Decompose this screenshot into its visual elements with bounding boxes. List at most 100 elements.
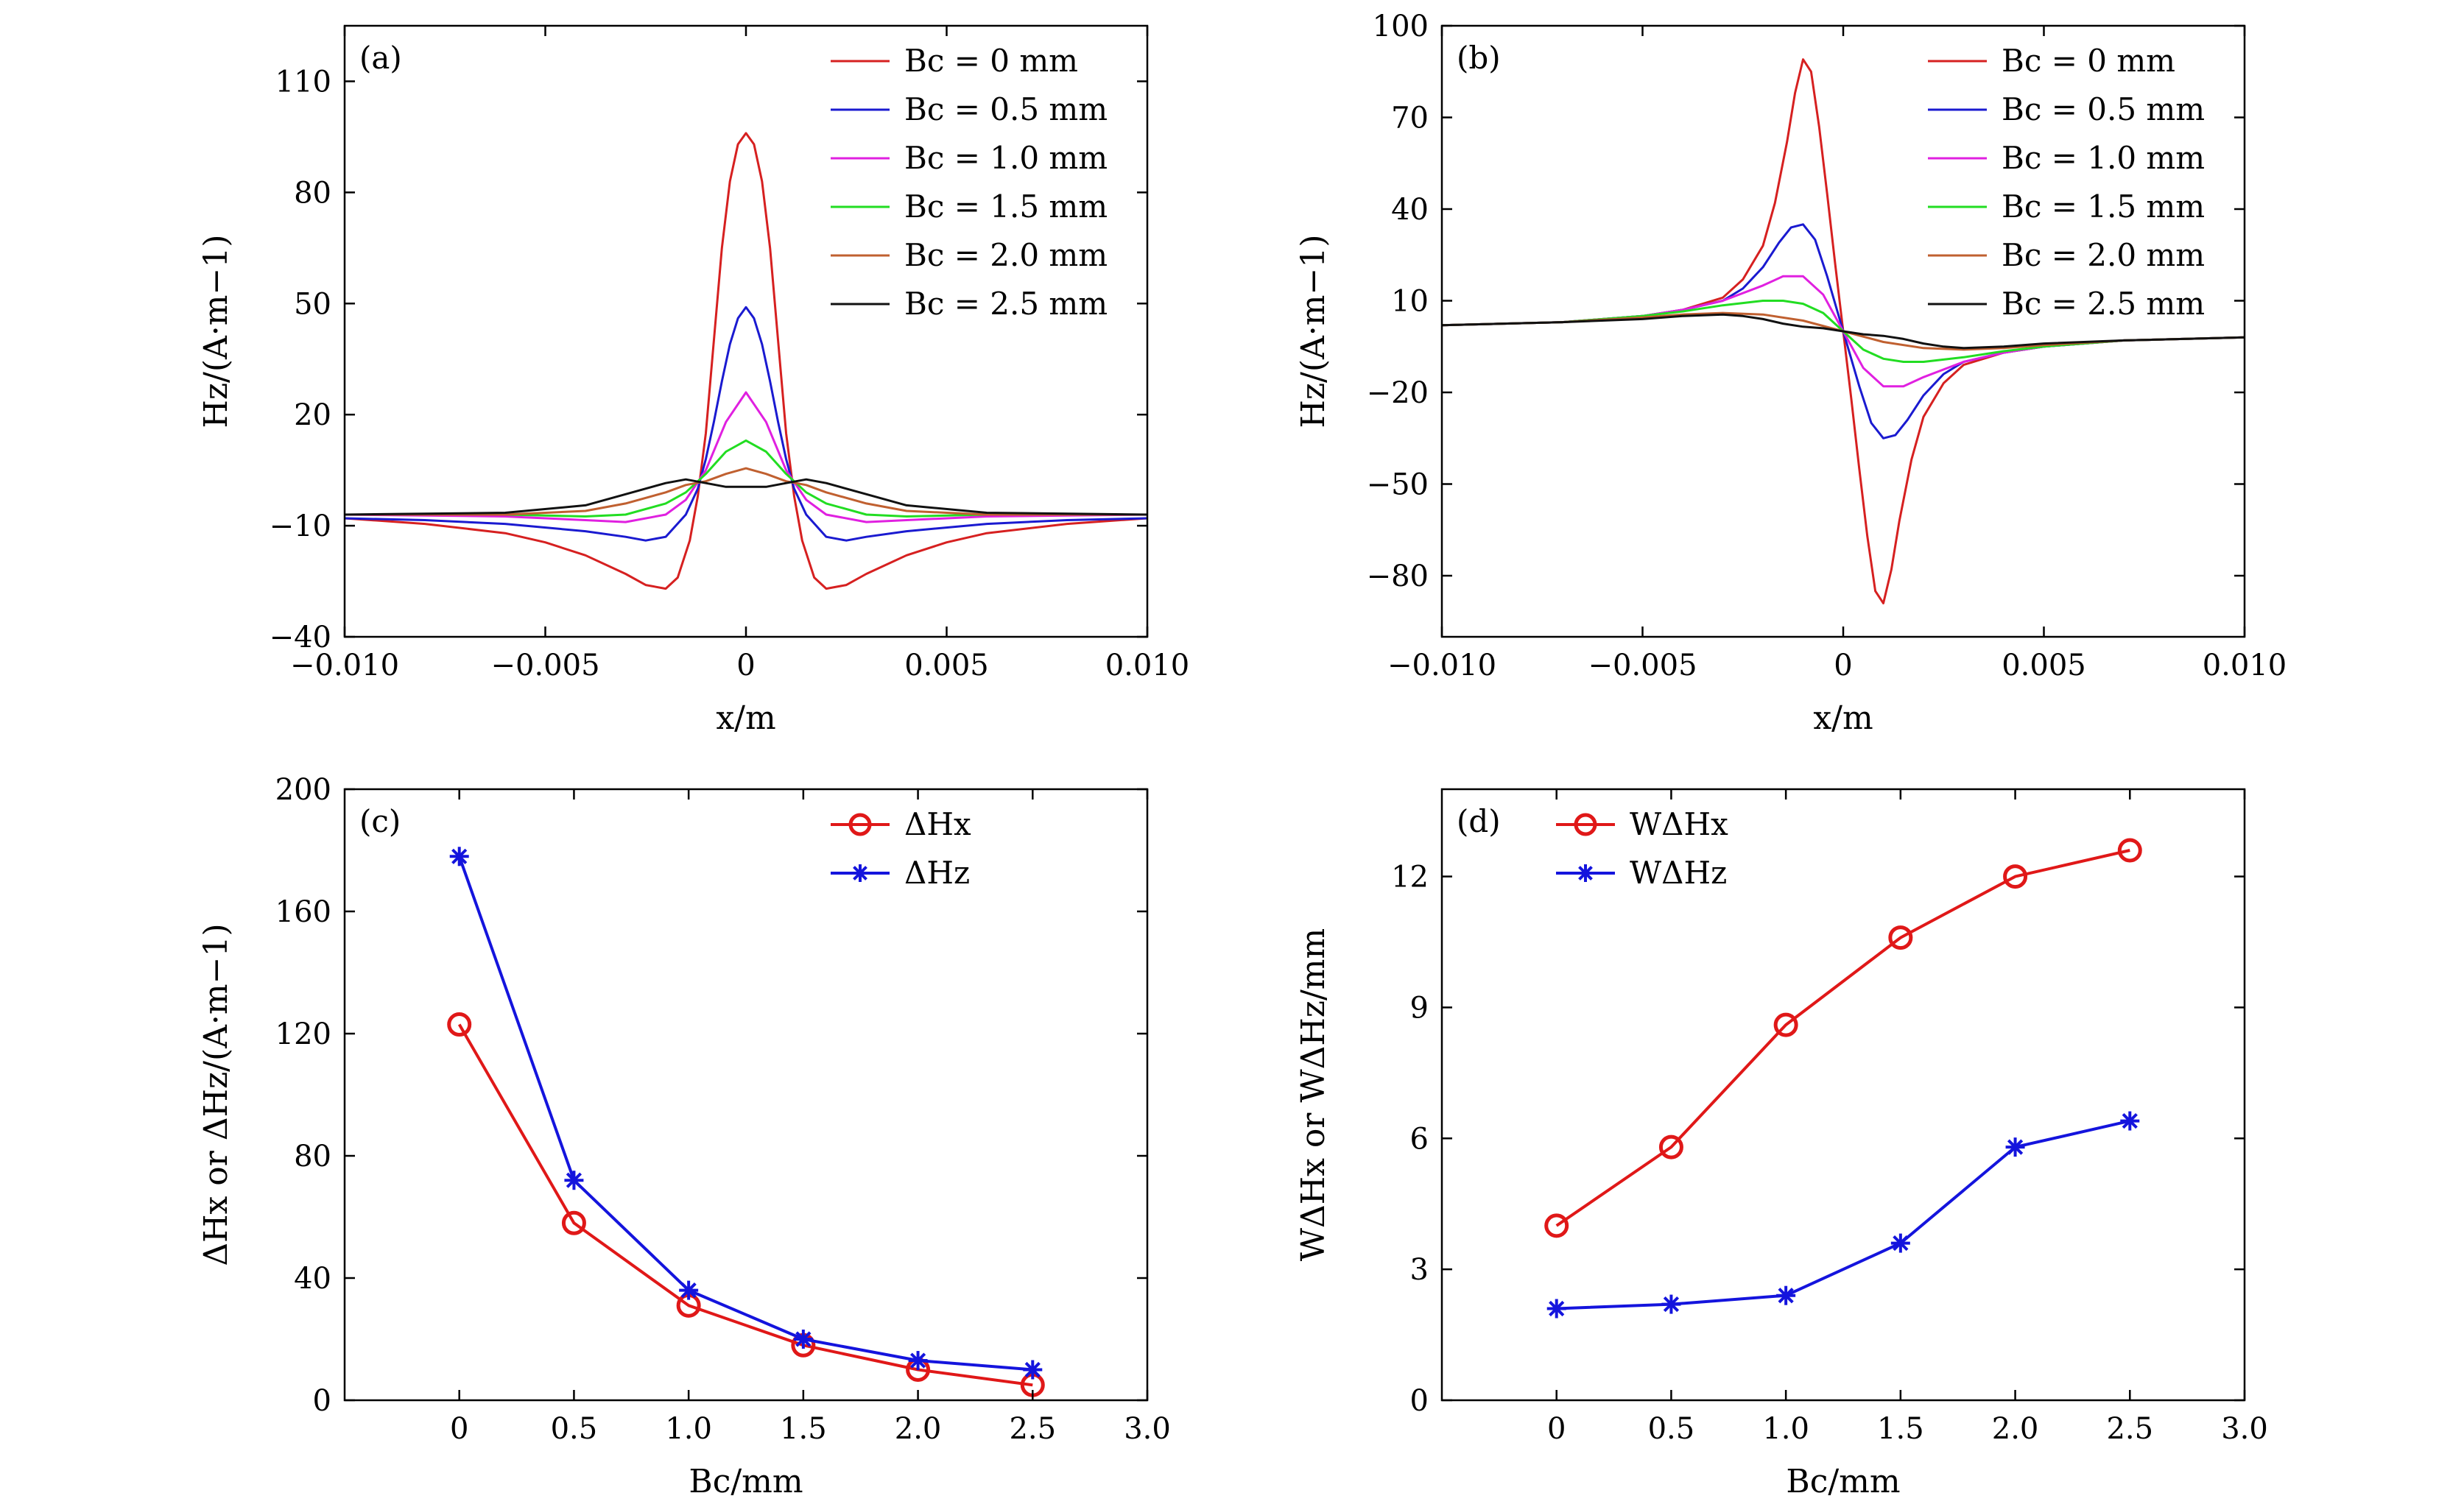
y-tick-label: 20	[294, 398, 331, 432]
legend-label: Bc = 1.5 mm	[2002, 188, 2205, 225]
panel-b: −0.010 −0.005 0 0.005 0.010 −80 −50 −20 10 40 70 10…	[1295, 10, 2287, 737]
legend: Bc = 0 mm Bc = 0.5 mm Bc = 1.0 mm Bc = 1.5 …	[1928, 43, 2205, 322]
x-tick-label: 0.005	[904, 649, 989, 682]
series-line-6	[1442, 313, 2245, 350]
y-axis-title: ΔHx or ΔHz/(A·m−1)	[197, 923, 235, 1266]
y-tick-label: 200	[275, 773, 331, 807]
series-line-4	[345, 439, 1147, 518]
x-axis-title: Bc/mm	[1786, 1463, 1900, 1500]
x-tick-label: −0.010	[1387, 649, 1496, 682]
legend-label: Bc = 0.5 mm	[904, 91, 1108, 127]
x-axis-title: x/m	[1813, 699, 1873, 737]
data-point	[561, 1210, 586, 1235]
data-point	[1888, 925, 1913, 950]
data-point	[679, 1280, 699, 1300]
y-tick-label: 120	[275, 1017, 331, 1051]
series-line-1	[457, 1023, 1033, 1387]
data-point	[1544, 1213, 1569, 1238]
series-line-2	[457, 855, 1033, 1372]
plot-frame	[343, 788, 1149, 1402]
legend: ΔHx ΔHz	[831, 806, 971, 891]
legend-label: Bc = 1.0 mm	[904, 140, 1108, 176]
y-tick-label: 0	[313, 1384, 331, 1418]
legend-label: Bc = 2.0 mm	[904, 237, 1108, 273]
panel-label: (d)	[1457, 803, 1501, 839]
legend-label: Bc = 0 mm	[2002, 43, 2175, 79]
legend-label: Bc = 2.5 mm	[904, 286, 1108, 322]
x-tick-label: 0.5	[551, 1412, 598, 1446]
legend: WΔHx WΔHz	[1556, 806, 1728, 891]
y-tick-label: 3	[1410, 1253, 1429, 1287]
legend-marker	[1577, 864, 1594, 882]
x-tick-label: 0.010	[1105, 649, 1190, 682]
y-tick-label: 110	[275, 65, 331, 99]
legend-label: Bc = 2.0 mm	[2002, 237, 2205, 273]
x-axis-title: x/m	[716, 699, 775, 737]
plot-area	[1544, 838, 2142, 1319]
legend-label: Bc = 0.5 mm	[2002, 91, 2205, 127]
panel-a: −0.010 −0.005 0 0.005 0.010 −40 −10 20 50 80 110 x/…	[197, 24, 1190, 737]
legend-label: Bc = 1.5 mm	[904, 188, 1108, 225]
legend: Bc = 0 mm Bc = 0.5 mm Bc = 1.0 mm Bc = 1.5 …	[831, 43, 1108, 322]
data-point	[2120, 1111, 2140, 1131]
y-tick-label: 70	[1391, 102, 1429, 135]
data-point	[1776, 1285, 1796, 1305]
legend-label: WΔHx	[1630, 806, 1728, 842]
panel-c: 0 0.5 1.0 1.5 2.0 2.5 3.0 0 40 80 120 160 200 Bc/mm ΔH…	[197, 773, 1171, 1500]
x-tick-label: 2.5	[2106, 1412, 2153, 1446]
y-tick-label: −80	[1367, 560, 1429, 593]
x-tick-label: 1.5	[780, 1412, 827, 1446]
y-tick-label: 9	[1410, 991, 1429, 1025]
panel-label: (a)	[359, 40, 402, 76]
x-tick-label: 1.5	[1877, 1412, 1924, 1446]
data-point	[1661, 1294, 1681, 1314]
series-line-2	[1556, 1119, 2130, 1310]
data-point	[1546, 1299, 1566, 1319]
data-point	[1658, 1134, 1683, 1160]
y-tick-label: −10	[270, 509, 331, 543]
y-axis-title: Hz/(A·m−1)	[197, 234, 235, 428]
x-tick-label: 0.5	[1648, 1412, 1695, 1446]
plot-area	[447, 847, 1045, 1397]
y-tick-label: 6	[1410, 1122, 1429, 1156]
x-tick-label: 1.0	[1762, 1412, 1809, 1446]
y-tick-label: 50	[294, 287, 331, 321]
x-tick-label: 0	[1547, 1412, 1566, 1446]
legend-label: Bc = 2.5 mm	[2002, 286, 2205, 322]
data-point	[908, 1351, 928, 1371]
x-tick-label: −0.005	[490, 649, 599, 682]
x-tick-label: 3.0	[2221, 1412, 2268, 1446]
series-line-1	[1555, 849, 2130, 1227]
data-point	[1890, 1233, 1910, 1253]
y-tick-label: 100	[1373, 10, 1429, 43]
plot-area	[1442, 58, 2245, 604]
x-tick-label: 0.010	[2203, 649, 2287, 682]
series-line-5	[345, 467, 1147, 516]
panel-label: (c)	[359, 803, 401, 839]
data-point	[1023, 1360, 1043, 1380]
data-point	[2117, 838, 2142, 863]
x-tick-label: 2.5	[1009, 1412, 1056, 1446]
y-tick-label: 40	[1391, 193, 1429, 227]
data-point	[449, 847, 469, 867]
series-line-1	[345, 132, 1147, 590]
legend-label: ΔHz	[904, 855, 970, 891]
panel-d: 0 0.5 1.0 1.5 2.0 2.5 3.0 0 3 6 9 12 Bc/mm WΔHx or WΔ…	[1295, 788, 2268, 1500]
legend-label: ΔHx	[904, 806, 971, 842]
x-tick-label: −0.005	[1588, 649, 1697, 682]
legend-marker	[851, 864, 869, 882]
legend-marker	[848, 813, 872, 836]
y-tick-label: 80	[294, 176, 331, 210]
data-point	[2003, 864, 2028, 889]
plot-frame	[1440, 788, 2246, 1402]
y-tick-label: −50	[1367, 468, 1429, 502]
legend-label: Bc = 1.0 mm	[2002, 140, 2205, 176]
y-tick-label: −20	[1367, 376, 1429, 410]
x-tick-label: 0	[736, 649, 755, 682]
y-tick-label: 10	[1391, 285, 1429, 319]
plot-area	[345, 132, 1147, 590]
x-tick-label: 2.0	[895, 1412, 942, 1446]
x-tick-label: −0.010	[290, 649, 399, 682]
data-point	[793, 1330, 813, 1349]
